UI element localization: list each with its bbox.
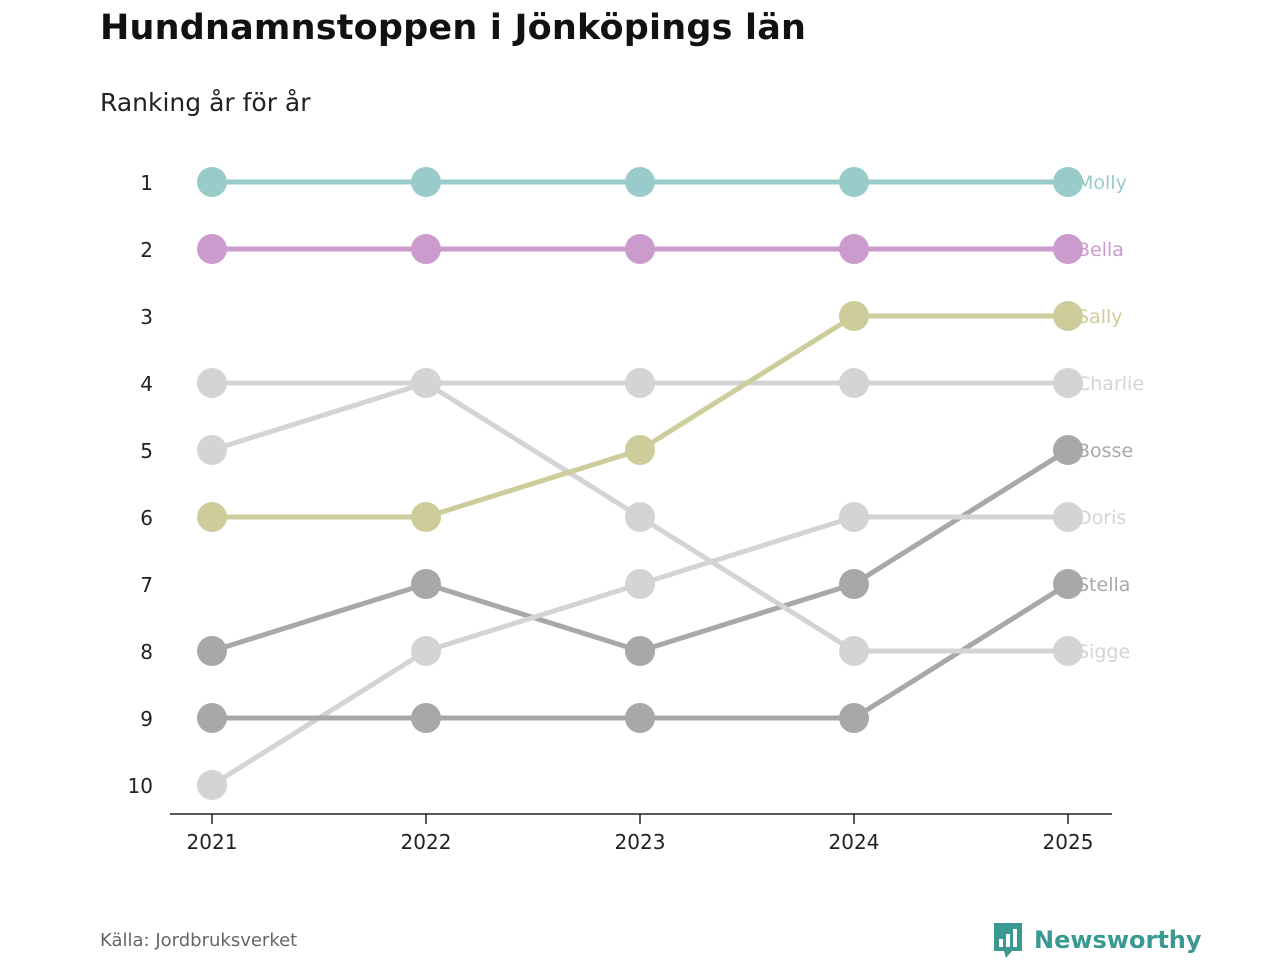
- x-tick-label: 2022: [401, 830, 452, 854]
- data-point-sigge-2024[interactable]: [839, 636, 869, 666]
- data-point-doris-2025[interactable]: [1053, 502, 1083, 532]
- x-tick-label: 2023: [615, 830, 666, 854]
- data-point-sigge-2025[interactable]: [1053, 636, 1083, 666]
- series-doris: [197, 502, 1083, 800]
- y-tick-label: 10: [128, 774, 153, 798]
- series-label-layer: Molly Bella Sally Charlie Bosse Doris Stella Si…: [1077, 172, 1144, 663]
- y-tick-label: 3: [140, 305, 153, 329]
- source-note: Källa: Jordbruksverket: [100, 930, 298, 951]
- data-point-sigge-2023[interactable]: [625, 502, 655, 532]
- data-point-sally-2022[interactable]: [411, 502, 441, 532]
- series-line-sally: [209, 313, 1071, 520]
- series-label-molly: Molly: [1077, 172, 1127, 194]
- data-point-molly-2023[interactable]: [625, 167, 655, 197]
- y-tick-label: 7: [140, 573, 153, 597]
- data-point-bella-2024[interactable]: [839, 234, 869, 264]
- chart-subtitle: Ranking år för år: [100, 88, 311, 117]
- series-label-stella: Stella: [1077, 574, 1130, 596]
- data-point-bosse-2021[interactable]: [197, 636, 227, 666]
- data-point-sally-2025[interactable]: [1053, 301, 1083, 331]
- y-tick-label: 1: [140, 171, 153, 195]
- data-point-doris-2023[interactable]: [625, 569, 655, 599]
- data-point-sigge-2022[interactable]: [411, 368, 441, 398]
- highlight-series-layer: [197, 167, 1083, 532]
- x-tick-label: 2021: [187, 830, 238, 854]
- data-point-sally-2021[interactable]: [197, 502, 227, 532]
- y-tick-label: 4: [140, 372, 153, 396]
- y-tick-label: 8: [140, 640, 153, 664]
- rank-chart: 2021 2022 2023 2024 2025 1 2 3 4 5 6 7 8 9 10 Molly Bel…: [128, 167, 1144, 854]
- data-point-charlie-2021[interactable]: [197, 368, 227, 398]
- data-point-doris-2022[interactable]: [411, 636, 441, 666]
- series-sally: [197, 301, 1083, 532]
- data-point-stella-2021[interactable]: [197, 703, 227, 733]
- series-bosse: [197, 435, 1083, 666]
- y-tick-label: 5: [140, 439, 153, 463]
- data-point-sally-2023[interactable]: [625, 435, 655, 465]
- data-point-molly-2024[interactable]: [839, 167, 869, 197]
- series-label-bosse: Bosse: [1077, 440, 1133, 462]
- data-point-charlie-2024[interactable]: [839, 368, 869, 398]
- data-point-stella-2023[interactable]: [625, 703, 655, 733]
- data-point-stella-2024[interactable]: [839, 703, 869, 733]
- data-point-bosse-2022[interactable]: [411, 569, 441, 599]
- data-point-sally-2024[interactable]: [839, 301, 869, 331]
- data-point-bella-2025[interactable]: [1053, 234, 1083, 264]
- data-point-molly-2022[interactable]: [411, 167, 441, 197]
- data-point-bosse-2025[interactable]: [1053, 435, 1083, 465]
- y-tick-label: 2: [140, 238, 153, 262]
- y-tick-label: 9: [140, 707, 153, 731]
- series-bella: [197, 234, 1083, 264]
- series-molly: [197, 167, 1083, 197]
- series-charlie: [197, 368, 1083, 398]
- data-point-sigge-2021[interactable]: [197, 435, 227, 465]
- data-point-bella-2021[interactable]: [197, 234, 227, 264]
- data-point-bella-2022[interactable]: [411, 234, 441, 264]
- series-sigge: [197, 368, 1083, 666]
- series-stella: [197, 569, 1083, 733]
- brand-logo[interactable]: Newsworthy: [992, 922, 1202, 958]
- data-point-charlie-2023[interactable]: [625, 368, 655, 398]
- data-point-stella-2025[interactable]: [1053, 569, 1083, 599]
- data-point-bosse-2023[interactable]: [625, 636, 655, 666]
- newsworthy-logo-icon: [994, 923, 1022, 958]
- x-tick-label: 2025: [1043, 830, 1094, 854]
- data-point-bosse-2024[interactable]: [839, 569, 869, 599]
- series-label-charlie: Charlie: [1077, 373, 1144, 395]
- axis-layer: 2021 2022 2023 2024 2025 1 2 3 4 5 6 7 8 9 10: [128, 171, 1112, 854]
- chart-title: Hundnamnstoppen i Jönköpings län: [100, 8, 807, 48]
- data-point-doris-2024[interactable]: [839, 502, 869, 532]
- series-label-sigge: Sigge: [1077, 641, 1130, 663]
- background-series-layer: [197, 368, 1083, 800]
- data-point-molly-2021[interactable]: [197, 167, 227, 197]
- data-point-molly-2025[interactable]: [1053, 167, 1083, 197]
- series-label-sally: Sally: [1077, 306, 1123, 328]
- series-label-doris: Doris: [1077, 507, 1126, 529]
- brand-name: Newsworthy: [1034, 926, 1202, 954]
- data-point-doris-2021[interactable]: [197, 770, 227, 800]
- data-point-stella-2022[interactable]: [411, 703, 441, 733]
- data-point-bella-2023[interactable]: [625, 234, 655, 264]
- y-tick-label: 6: [140, 506, 153, 530]
- x-tick-label: 2024: [829, 830, 880, 854]
- series-label-bella: Bella: [1077, 239, 1124, 261]
- data-point-charlie-2025[interactable]: [1053, 368, 1083, 398]
- series-line-bosse: [209, 447, 1071, 654]
